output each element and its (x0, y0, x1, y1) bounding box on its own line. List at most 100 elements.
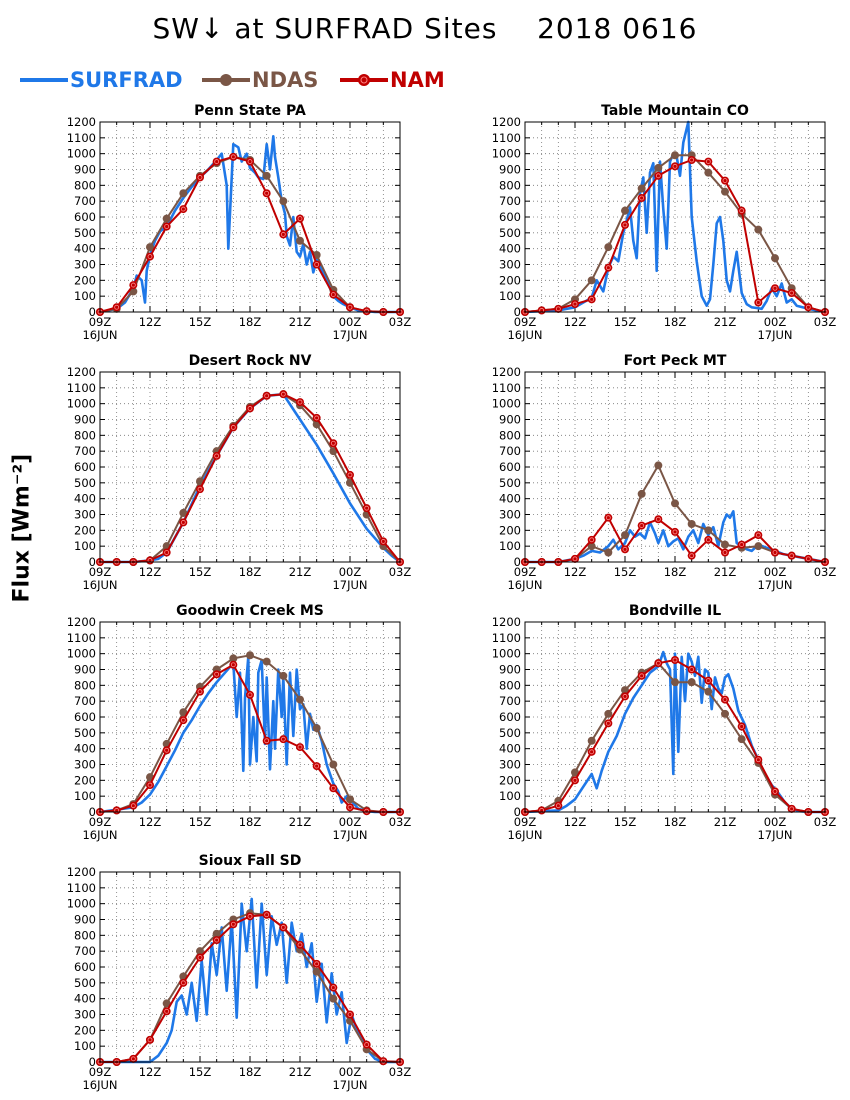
x-tick-label: 21Z (714, 565, 737, 579)
y-tick-label: 100 (74, 789, 96, 803)
data-point-nam-highlight (147, 1037, 153, 1043)
y-tick-label: 1100 (67, 881, 96, 895)
data-point-ndas (604, 548, 613, 557)
y-tick-label: 700 (499, 444, 521, 458)
data-point-nam-highlight (622, 694, 628, 699)
data-point-nam-highlight (214, 159, 220, 164)
data-point-nam-highlight (689, 667, 695, 672)
x-tick-label: 12Z (139, 1065, 162, 1079)
y-tick-label: 1000 (67, 397, 96, 411)
data-point-nam-highlight (722, 178, 728, 183)
x-tick-label: 21Z (289, 815, 312, 829)
data-point-nam-highlight (314, 415, 320, 421)
data-point-nam-highlight (364, 808, 370, 814)
data-point-nam (279, 923, 288, 932)
data-point-nam-highlight (622, 222, 628, 228)
data-point-nam-highlight (280, 736, 286, 742)
data-point-nam-highlight (380, 539, 386, 544)
data-point-nam-highlight (180, 206, 186, 212)
data-point-ndas (146, 243, 154, 252)
data-point-nam (196, 687, 204, 696)
data-point-nam-highlight (705, 537, 711, 543)
figure-title: SW↓ at SURFRAD Sites 2018 0616 (152, 12, 698, 45)
data-point-nam (196, 953, 204, 962)
data-point-nam-highlight (230, 154, 236, 160)
series-line-surfrad (524, 120, 826, 314)
data-point-nam-highlight (347, 304, 353, 310)
data-point-nam (262, 391, 271, 400)
data-point-nam-highlight (722, 550, 728, 555)
data-point-nam (262, 736, 271, 745)
data-point-nam (554, 801, 563, 810)
data-point-nam (362, 807, 371, 816)
y-tick-label: 600 (74, 460, 96, 474)
data-point-nam-highlight (214, 937, 220, 943)
y-tick-label: 900 (74, 913, 96, 927)
data-point-nam-highlight (230, 662, 236, 668)
legend-marker-nam (358, 74, 370, 86)
x-tick-label: 15Z (189, 815, 212, 829)
y-tick-label: 100 (74, 289, 96, 303)
data-point-nam-highlight (197, 689, 203, 695)
data-point-ndas (571, 768, 579, 777)
data-point-nam-highlight (264, 738, 270, 744)
y-tick-label: 1000 (67, 147, 96, 161)
x-tick-label: 00Z (764, 565, 787, 579)
data-point-nam (296, 743, 304, 752)
data-point-nam (604, 263, 613, 272)
x-tick-label: 12Z (564, 565, 587, 579)
data-point-nam (554, 304, 563, 313)
data-point-nam (346, 1010, 354, 1019)
date-label: 17JUN (332, 578, 367, 592)
y-tick-label: 1000 (67, 647, 96, 661)
data-point-nam-highlight (297, 399, 303, 405)
data-point-nam (229, 152, 238, 161)
data-point-nam (704, 676, 713, 685)
data-point-nam-highlight (247, 913, 253, 919)
x-tick-label: 03Z (814, 315, 837, 329)
y-tick-label: 300 (74, 758, 96, 772)
x-tick-label: 18Z (664, 815, 687, 829)
x-tick-label: 03Z (389, 565, 412, 579)
data-point-nam (687, 551, 696, 560)
data-point-nam (721, 176, 729, 185)
data-point-nam-highlight (772, 285, 778, 291)
data-point-nam (587, 747, 596, 756)
y-tick-label: 500 (74, 726, 96, 740)
data-point-nam-highlight (280, 232, 286, 237)
data-point-nam (329, 983, 338, 992)
y-tick-label: 700 (499, 194, 521, 208)
x-tick-label: 03Z (389, 1065, 412, 1079)
data-point-nam-highlight (130, 282, 136, 288)
data-point-nam (571, 776, 579, 785)
data-point-nam-highlight (639, 523, 645, 528)
legend-marker-ndas (220, 74, 232, 86)
series-line-surfrad (99, 655, 400, 814)
data-point-nam (771, 548, 779, 557)
data-point-nam (212, 670, 221, 679)
data-point-nam-highlight (572, 777, 578, 783)
x-tick-label: 09Z (514, 565, 537, 579)
data-point-nam-highlight (297, 744, 303, 750)
data-point-nam-highlight (789, 290, 795, 296)
x-tick-label: 00Z (764, 315, 787, 329)
data-point-nam (587, 295, 596, 304)
data-point-ndas (212, 929, 221, 938)
x-tick-label: 21Z (289, 1065, 312, 1079)
data-point-nam-highlight (364, 1042, 370, 1047)
data-point-nam-highlight (347, 804, 353, 810)
panel-penn-state: Penn State PA010020030040050060070080090… (67, 103, 412, 342)
x-tick-label: 12Z (139, 815, 162, 829)
data-point-nam-highlight (672, 163, 678, 169)
panel-title: Fort Peck MT (624, 353, 727, 369)
data-point-nam-highlight (264, 912, 270, 918)
y-tick-label: 0 (89, 555, 96, 569)
data-point-ndas (312, 967, 321, 976)
plot-frame (524, 371, 826, 563)
date-label: 16JUN (82, 328, 117, 342)
data-point-nam (721, 695, 729, 704)
x-tick-label: 12Z (564, 315, 587, 329)
data-point-nam-highlight (380, 1058, 386, 1064)
y-tick-label: 500 (74, 226, 96, 240)
date-label: 17JUN (757, 328, 792, 342)
